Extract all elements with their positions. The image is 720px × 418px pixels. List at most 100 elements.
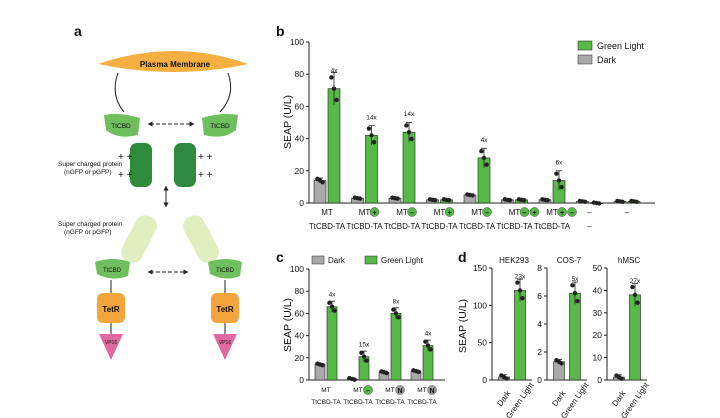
d1-ytick-label: 4 <box>537 319 542 329</box>
b-bar-dark-dot <box>545 198 550 203</box>
d-bar-green <box>514 290 526 381</box>
ttcbd-label-right: TtCBD <box>210 123 230 130</box>
b-bar-dark-dot <box>470 193 475 198</box>
b-bar-green-dot <box>484 162 489 167</box>
pale-protein-right <box>183 215 219 263</box>
panel-a: a Plasma Membrane TtCBD TtCBD + + + + + … <box>58 23 248 360</box>
b-ytick-label: 0 <box>299 198 304 208</box>
plus-signs-right: + + <box>198 152 213 163</box>
d-bar-green-dot <box>635 300 640 305</box>
b-xlabel-top: MT <box>471 208 483 217</box>
d2-ytick-label: 20 <box>593 330 603 340</box>
b-xlabel-top: MT <box>509 208 521 217</box>
c-bar-green-dot <box>425 343 431 348</box>
b-ytick-label: 80 <box>295 69 305 79</box>
legend-swatch-green <box>577 40 593 51</box>
d-bar-green-dot <box>572 291 578 296</box>
b-badge <box>557 207 567 217</box>
d2-ytick-label: 30 <box>593 308 603 318</box>
d-bar-green <box>629 294 641 381</box>
c-fold-label: 8x <box>393 298 401 305</box>
b-xlabel-bottom: TtCBD-TA <box>309 222 346 231</box>
c-xlabel-top: MT <box>417 387 426 394</box>
c-bar-green-dot <box>393 311 399 316</box>
panel-b: b 0 20 40 60 80 100 SEAP (U/L) 4x MT TtCBD-TA 14x M… <box>276 23 655 231</box>
d-bar-dark-dot <box>504 376 509 381</box>
b-bar-green <box>365 135 378 204</box>
plus-signs-right-2: + + <box>198 170 213 181</box>
c-ytick-label: 20 <box>295 353 305 363</box>
tether-right <box>219 72 232 113</box>
panel-c-letter: c <box>276 249 284 265</box>
b-xlabel-bottom: – <box>587 222 592 231</box>
protein-label-1: Super charged protein <box>58 161 123 168</box>
panel-a-letter: a <box>74 23 82 39</box>
c-bar-green-dot <box>391 307 396 312</box>
tether-left <box>114 72 125 113</box>
b-badge-symbol: – <box>485 210 489 217</box>
d0-ytick-label: 0 <box>482 375 487 385</box>
d0-ytick-label: 150 <box>473 263 487 273</box>
ttcbd-label-left: TtCBD <box>111 123 131 130</box>
c-ytick-label: 40 <box>295 331 305 341</box>
b-badge <box>519 207 530 217</box>
c-ytick-label: 80 <box>295 286 305 296</box>
b-bar-green <box>327 88 341 204</box>
d-bar-green <box>569 292 581 381</box>
ttcbd-lower-label-left: TtCBD <box>103 268 122 274</box>
c-badge <box>427 385 437 395</box>
c-badge-symbol: N <box>429 388 434 395</box>
membrane-label: Plasma Membrane <box>140 60 211 69</box>
tetr-label-right: TetR <box>216 305 233 314</box>
b-ytick-label: 100 <box>290 37 304 47</box>
b-bar-dark-dot <box>320 179 325 185</box>
b-bar-green-dot <box>329 75 334 80</box>
b-fold-label: 6x <box>556 159 564 166</box>
b-xlabel-top: MT <box>546 208 558 217</box>
tetr-left <box>97 293 125 323</box>
c-bar-dark-dot <box>384 370 389 376</box>
c-y-axis-label: SEAP (U/L) <box>282 298 294 352</box>
b-xlabel-bottom: TtCBD-TA <box>459 222 496 231</box>
b-fold-label: 14x <box>404 111 415 118</box>
b-badge <box>444 207 455 217</box>
b-bar-green-dot <box>479 148 484 154</box>
c-badge <box>363 385 373 395</box>
legend-c-swatch-dark <box>311 255 325 265</box>
b-badge-symbol: – <box>410 210 414 217</box>
panel-c: c Dark Green Light 0 20 40 60 80 100 SEAP (U/L… <box>276 249 445 406</box>
c-fold-label: 4x <box>425 331 433 338</box>
tetr-label-left: TetR <box>102 305 119 314</box>
b-xlabel-top: MT <box>359 208 371 217</box>
legend-dark: Dark <box>597 55 617 65</box>
b-fold-label: 14x <box>366 114 377 121</box>
protein-label-4: (nGFP or pGFP) <box>64 229 112 236</box>
b-bar-dark-dot <box>582 199 588 205</box>
b-bar-dark-dot <box>507 198 513 203</box>
c-xlabel-top: MT <box>385 387 394 394</box>
c-xlabel-bottom: TtCBD-TA <box>375 399 405 406</box>
b-bar-green-dot <box>366 126 372 131</box>
b-xlabel-bottom: TtCBD-TA <box>496 222 533 231</box>
d-bar-green-dot <box>515 280 520 285</box>
legend-c-swatch-green <box>364 255 378 265</box>
d-subplot-title: HEK293 <box>499 256 529 265</box>
panel-c-legend: Dark Green Light <box>311 255 424 265</box>
d2-ytick-label: 10 <box>593 353 603 363</box>
c-bar-green-dot <box>396 315 401 320</box>
c-fold-label: 15x <box>359 342 370 349</box>
c-xlabel-bottom: TtCBD-TA <box>311 399 341 406</box>
charged-protein-left <box>130 143 152 187</box>
b-bar-dark-dot <box>357 196 363 201</box>
d-bar-dark-dot <box>619 376 624 381</box>
legend-c-green: Green Light <box>381 256 424 265</box>
b-badge-symbol: + <box>532 210 536 217</box>
d2-ytick-label: 40 <box>593 285 603 295</box>
b-badge <box>567 207 577 217</box>
d-subplot-title: COS-7 <box>557 256 582 265</box>
c-xlabel-top: MT <box>353 387 362 394</box>
pale-protein-left <box>121 215 157 263</box>
c-bar-dark-dot <box>320 363 325 368</box>
d-bar-green-dot <box>520 296 525 301</box>
b-badge-symbol: + <box>372 210 376 217</box>
